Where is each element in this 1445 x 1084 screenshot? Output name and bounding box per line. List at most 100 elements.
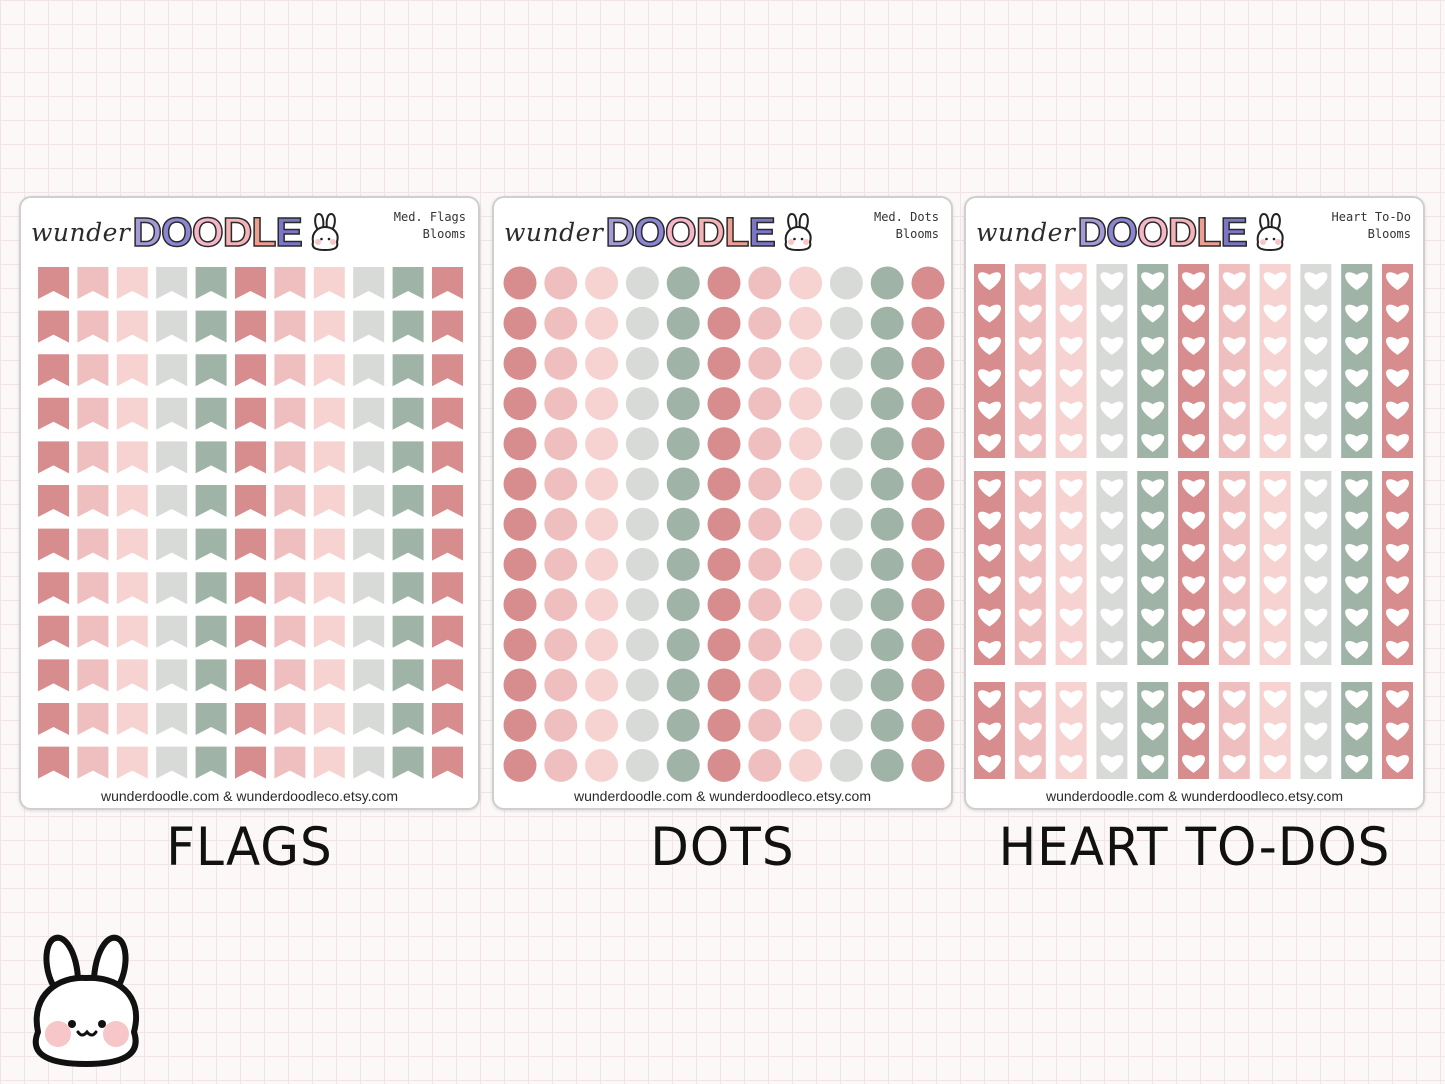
- sheet-name: Heart To-Do: [1331, 210, 1411, 224]
- flag-sticker: [313, 746, 345, 779]
- flag-sticker: [353, 615, 385, 648]
- heart-checkbox-icon: [1181, 608, 1206, 627]
- heart-checkbox-icon: [1304, 336, 1328, 355]
- heart-checkbox-icon: [1141, 576, 1165, 595]
- flag-sticker: [156, 572, 188, 605]
- flag-sticker: [392, 267, 424, 299]
- heart-checkbox-icon: [1100, 576, 1124, 595]
- dot-sticker: [829, 467, 863, 501]
- heart-checkbox-icon: [1100, 304, 1124, 323]
- dot-sticker-grid: [503, 266, 945, 782]
- heart-todo-strip: [1382, 264, 1413, 458]
- flag-sticker: [116, 267, 148, 299]
- heart-checkbox-icon: [1018, 479, 1042, 498]
- heart-todo-strip: [974, 471, 1005, 665]
- dot-sticker: [585, 547, 619, 581]
- dot-sticker: [585, 346, 619, 380]
- flag-sticker: [274, 659, 306, 692]
- flag-sticker: [392, 615, 424, 648]
- heart-checkbox-icon: [1222, 433, 1246, 452]
- heart-checkbox-icon: [1141, 401, 1165, 420]
- flag-sticker: [235, 310, 266, 343]
- dot-sticker: [911, 628, 945, 662]
- flag-sticker: [77, 397, 109, 430]
- flag-sticker: [116, 703, 148, 735]
- heart-checkbox-icon: [1141, 433, 1165, 452]
- heart-checkbox-icon: [1304, 608, 1328, 627]
- heart-checkbox-icon: [1059, 576, 1083, 595]
- sheet-name: Med. Dots: [873, 210, 939, 224]
- dot-sticker: [870, 507, 904, 541]
- logo-letter: E: [275, 209, 304, 255]
- heart-checkbox-icon: [1345, 304, 1369, 323]
- heart-checkbox-icon: [1304, 640, 1328, 659]
- sheet-label: Heart To-Do Blooms: [1332, 209, 1411, 243]
- heart-checkbox-icon: [1263, 608, 1287, 627]
- heart-checkbox-icon: [1222, 511, 1246, 530]
- heart-checkbox-icon: [1263, 336, 1287, 355]
- heart-checkbox-icon: [1385, 576, 1410, 595]
- dot-sticker: [503, 628, 537, 662]
- heart-checkbox-icon: [1018, 336, 1042, 355]
- dot-sticker: [666, 467, 700, 501]
- heart-checkbox-icon: [1059, 304, 1083, 323]
- dot-sticker: [870, 628, 904, 662]
- dot-sticker: [829, 306, 863, 340]
- heart-todo-strip: [1137, 471, 1169, 665]
- dot-sticker: [666, 507, 700, 541]
- flag-sticker: [392, 703, 424, 735]
- heart-checkbox-icon: [977, 690, 1002, 709]
- dot-sticker: [625, 387, 659, 421]
- dot-sticker: [748, 748, 782, 782]
- heart-checkbox-icon: [1059, 336, 1083, 355]
- dot-sticker: [585, 628, 619, 662]
- dot-sticker: [911, 668, 945, 702]
- dot-sticker: [911, 547, 945, 581]
- flag-sticker: [116, 441, 148, 474]
- dot-sticker: [707, 748, 741, 782]
- dot-sticker: [544, 306, 578, 340]
- heart-todo-strip: [1096, 471, 1128, 665]
- heart-checkbox-icon: [977, 369, 1002, 388]
- heart-checkbox-icon: [1345, 336, 1369, 355]
- dot-sticker: [870, 427, 904, 461]
- sheet-footer-url: wunderdoodle.com & wunderdoodleco.etsy.c…: [100, 788, 399, 804]
- caption-heart-todos: HEART TO-DOS: [998, 816, 1391, 878]
- flag-sticker: [235, 615, 266, 648]
- heart-checkbox-icon: [1304, 543, 1328, 562]
- flag-sticker: [313, 310, 345, 343]
- heart-checkbox-icon: [1263, 272, 1287, 291]
- heart-checkbox-icon: [977, 543, 1002, 562]
- flag-sticker: [156, 659, 188, 692]
- heart-checkbox-icon: [1100, 543, 1124, 562]
- heart-checkbox-icon: [1263, 401, 1287, 420]
- heart-todo-strip: [1259, 471, 1291, 665]
- dot-sticker: [829, 507, 863, 541]
- flag-sticker: [38, 310, 69, 343]
- dot-sticker: [666, 708, 700, 742]
- dot-sticker: [707, 547, 741, 581]
- dot-sticker: [625, 507, 659, 541]
- flag-sticker: [235, 572, 266, 605]
- flag-sticker: [392, 659, 424, 692]
- heart-checkbox-icon: [1345, 543, 1369, 562]
- heart-checkbox-icon: [1385, 272, 1410, 291]
- heart-checkbox-icon: [1141, 640, 1165, 659]
- dot-sticker: [870, 708, 904, 742]
- flag-sticker: [116, 528, 148, 561]
- heart-checkbox-icon: [1345, 511, 1369, 530]
- dot-sticker: [503, 306, 537, 340]
- heart-checkbox-icon: [1100, 401, 1124, 420]
- dot-sticker: [748, 628, 782, 662]
- heart-checkbox-icon: [1385, 511, 1410, 530]
- dot-sticker: [625, 427, 659, 461]
- flag-sticker: [432, 485, 463, 517]
- heart-todo-strip: [974, 264, 1005, 458]
- dot-sticker: [911, 387, 945, 421]
- flag-sticker: [432, 615, 463, 648]
- flag-sticker: [353, 528, 385, 561]
- flag-sticker: [38, 528, 69, 561]
- heart-checkbox-icon: [1181, 754, 1206, 773]
